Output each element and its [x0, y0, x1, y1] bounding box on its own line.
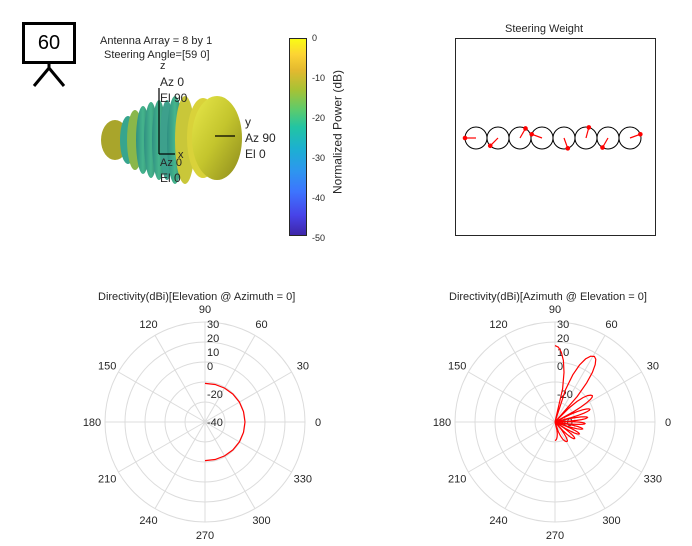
polar-angle-tick: 180	[83, 417, 101, 429]
polar-radial-tick: 30	[557, 319, 569, 331]
z-axis-az: Az 0	[160, 75, 185, 89]
polar-radial-tick: 0	[207, 361, 213, 373]
colorbar-label: Normalized Power (dB)	[330, 69, 345, 195]
polar-grid-spoke	[468, 421, 556, 473]
polar-angle-tick: 90	[549, 304, 561, 316]
pattern-3d-plot	[101, 88, 242, 184]
colorbar	[289, 38, 307, 236]
polar-radial-tick: 0	[557, 361, 563, 373]
directivity-curve	[554, 345, 597, 443]
weight-point	[529, 131, 534, 137]
weight-point	[487, 143, 493, 149]
polar-angle-tick: 240	[139, 515, 157, 527]
weight-point	[462, 135, 468, 141]
frame-counter-sign: 60	[22, 22, 76, 64]
colorbar-tick: -50	[312, 233, 326, 243]
polar-grid-spoke	[154, 335, 206, 423]
polar-grid-spoke	[204, 371, 292, 423]
polar-angle-tick: 60	[255, 319, 267, 331]
polar-grid-spoke	[554, 335, 606, 423]
colorbar-tick: -40	[312, 193, 326, 203]
colorbar-tick: -30	[312, 153, 326, 163]
polar-grid-spoke	[504, 335, 556, 423]
colorbar-tick: 0	[312, 33, 318, 43]
weight-point	[600, 145, 605, 150]
directivity-curve	[204, 382, 246, 462]
polar-radial-tick: -20	[207, 389, 223, 401]
polar-grid-spoke	[204, 335, 256, 423]
polar-grid-spoke	[118, 421, 206, 473]
polar-angle-tick: 330	[644, 474, 662, 486]
polar-grid-spoke	[468, 371, 556, 423]
polar-grid-spoke	[118, 371, 206, 423]
polar-angle-tick: 120	[139, 319, 157, 331]
polar-angle-tick: 60	[605, 319, 617, 331]
polar-angle-tick: 150	[448, 361, 466, 373]
elevation-polar-title: Directivity(dBi)[Elevation @ Azimuth = 0…	[98, 291, 296, 303]
polar-radial-tick: 20	[557, 333, 569, 345]
polar-angle-tick: 270	[546, 530, 564, 542]
polar-angle-tick: 0	[315, 417, 321, 429]
weight-point	[565, 146, 571, 151]
colorbar-tick: -20	[312, 113, 326, 123]
x-axis-el: El 0	[160, 171, 181, 185]
polar-angle-tick: 240	[489, 515, 507, 527]
weight-point	[586, 125, 592, 130]
frame-number: 60	[37, 31, 61, 54]
polar-radial-tick: 10	[207, 347, 219, 359]
polar-angle-tick: 180	[433, 417, 451, 429]
polar-angle-tick: 30	[297, 361, 309, 373]
array-element-circle	[618, 126, 642, 150]
polar-radial-tick: 20	[207, 333, 219, 345]
polar-angle-tick: 120	[489, 319, 507, 331]
polar-grid-spoke	[204, 421, 256, 509]
sign-stand	[32, 62, 66, 87]
plot-frame	[455, 38, 656, 236]
polar-angle-tick: 300	[602, 515, 620, 527]
z-axis-el: El 90	[160, 91, 188, 105]
y-axis-label: y	[245, 115, 251, 129]
polar-angle-tick: 0	[665, 417, 671, 429]
polar-radial-tick: 30	[207, 319, 219, 331]
polar-grid-spoke	[554, 421, 606, 509]
polar-grid-spoke	[504, 421, 556, 509]
x-axis-az: Az 0	[160, 157, 183, 169]
polar-radial-tick: -40	[207, 417, 223, 429]
polar-grid-spoke	[204, 421, 292, 473]
y-axis-el: El 0	[245, 147, 266, 161]
polar-angle-tick: 150	[98, 361, 116, 373]
main-lobe	[192, 96, 242, 180]
weight-point	[523, 126, 528, 131]
polar-angle-tick: 30	[647, 361, 659, 373]
steering-info-line2: Steering Angle=[59 0]	[104, 49, 210, 61]
azimuth-polar-title: Directivity(dBi)[Azimuth @ Elevation = 0…	[449, 291, 647, 303]
x-axis-label: x	[178, 149, 184, 161]
polar-angle-tick: 330	[294, 474, 312, 486]
polar-angle-tick: 270	[196, 530, 214, 542]
polar-grid-spoke	[154, 421, 206, 509]
y-axis-az: Az 90	[245, 131, 276, 145]
steering-weight-title: Steering Weight	[505, 23, 584, 35]
z-axis-label: z	[160, 60, 166, 72]
array-info-line1: Antenna Array = 8 by 1	[100, 35, 213, 47]
polar-angle-tick: 210	[98, 474, 116, 486]
colorbar-tick: -10	[312, 73, 326, 83]
steering-weight-plot	[455, 38, 656, 236]
polar-angle-tick: 210	[448, 474, 466, 486]
polar-angle-tick: 90	[199, 304, 211, 316]
weight-point	[638, 131, 643, 137]
polar-angle-tick: 300	[252, 515, 270, 527]
